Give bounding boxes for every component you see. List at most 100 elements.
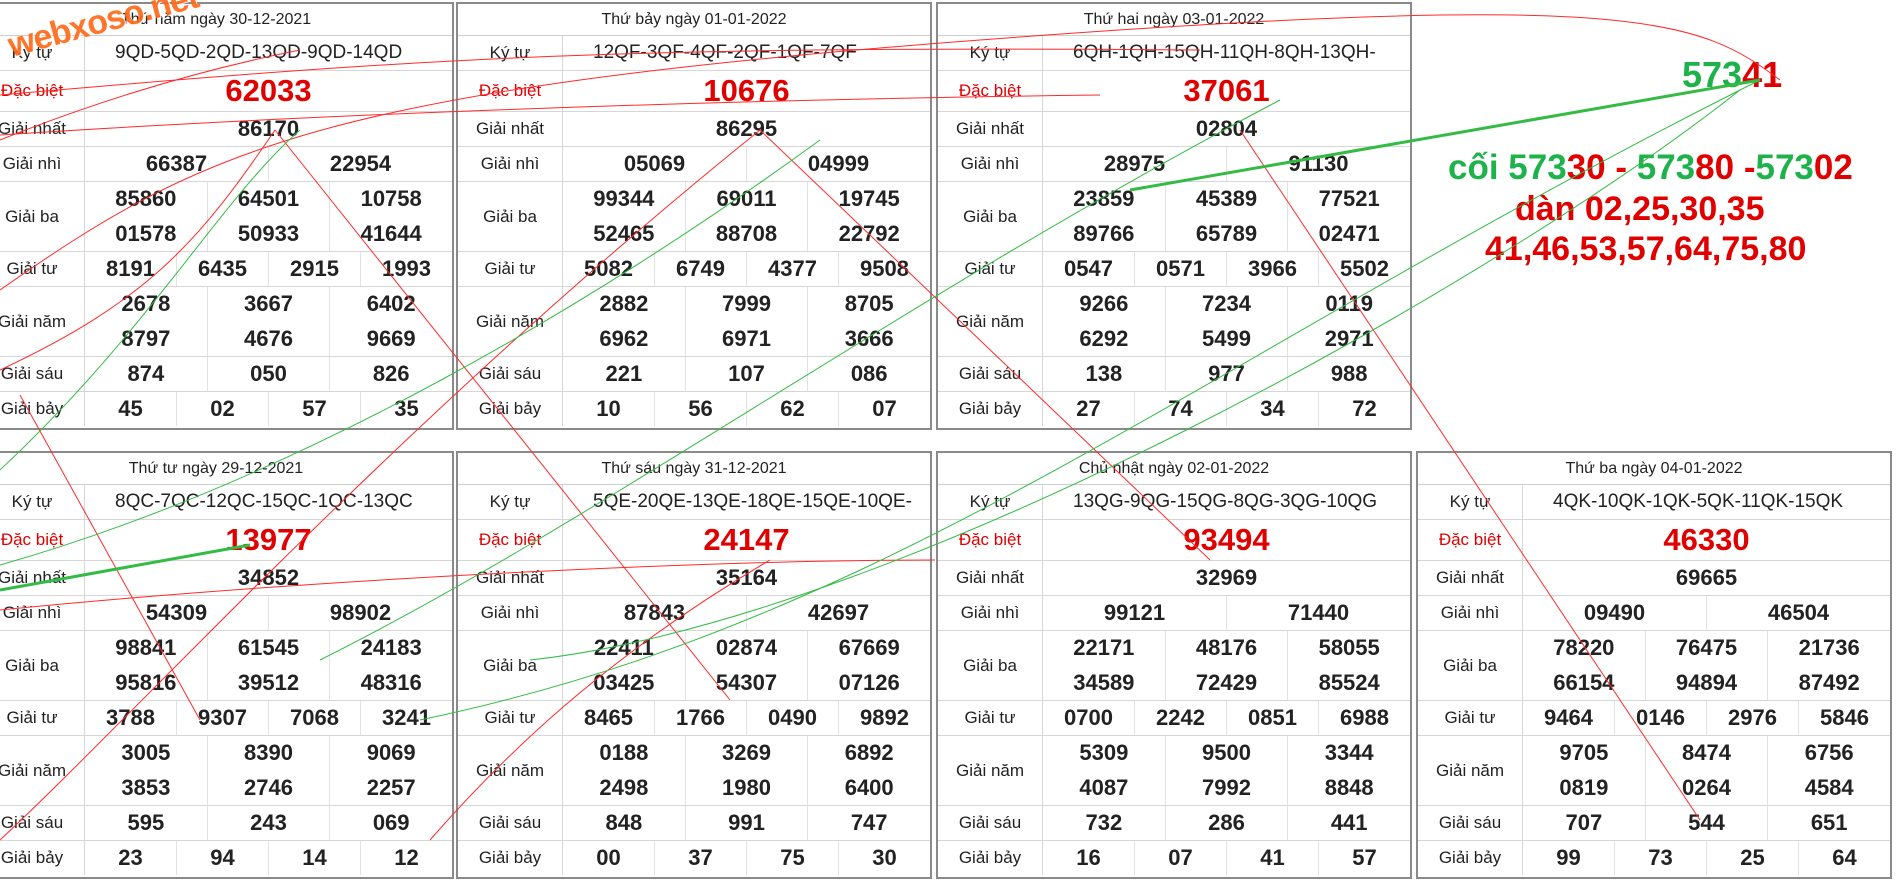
prize-number: 64 [1832, 845, 1857, 870]
prize-number: 441 [1288, 806, 1411, 840]
row-label-g1: Giải nhất [938, 112, 1043, 146]
prize-number: 48176 [1166, 631, 1289, 666]
prize-number: 6402 [366, 291, 416, 317]
prize-number: 5499 [1166, 321, 1289, 356]
row-g2: Giải nhì 99121 71440 [938, 596, 1410, 631]
prize-number: 595 [85, 806, 208, 840]
prize-number: 37 [655, 841, 747, 875]
row-label-g6: Giải sáu [0, 357, 85, 391]
prize-number: 0700 [1043, 701, 1135, 735]
row-g1: Giải nhất 86170 [0, 112, 452, 147]
prize-number: 99 [1523, 841, 1615, 875]
row-g5: Giải năm 9705 8474 6756 0819 0264 4584 [1418, 736, 1890, 806]
panel-date-title: Thứ ba ngày 04-01-2022 [1418, 453, 1890, 485]
row-g4: Giải tư 8465 1766 0490 9892 [458, 701, 930, 736]
prize-number: 4087 [1043, 770, 1166, 805]
row-g4: Giải tư 5082 6749 4377 9508 [458, 252, 930, 287]
ticket-code: 8QC-7QC-12QC-15QC-1QC-13QC [115, 491, 413, 512]
row-label-g4: Giải tư [1418, 701, 1523, 735]
row-g6: Giải sáu 595 243 069 [0, 806, 453, 841]
row-g3: Giải ba 85860 64501 10758 01578 50933 41644 [0, 182, 452, 252]
prize-number: 61545 [208, 631, 331, 666]
prize-number: 16 [1043, 841, 1135, 875]
prize-number: 14 [269, 841, 361, 875]
prize-number: 8848 [1324, 774, 1374, 800]
prize-number: 32969 [1195, 565, 1258, 590]
prize-number: 99344 [563, 182, 686, 217]
prize-number: 23859 [1043, 182, 1166, 217]
prize-number: 04999 [747, 147, 930, 181]
row-label-g3: Giải ba [0, 182, 85, 251]
prize-number: 41644 [360, 220, 422, 246]
row-g6: Giải sáu 138 977 988 [938, 357, 1411, 392]
prize-number: 069 [330, 806, 453, 840]
prize-number: 01578 [85, 216, 208, 251]
prize-number: 67669 [838, 635, 900, 661]
note-line-1-part: 573 [1636, 148, 1696, 187]
special-prize-number: 62033 [85, 71, 452, 111]
row-label-g2: Giải nhì [938, 596, 1043, 630]
prize-number: 45 [85, 392, 177, 426]
prize-number: 7992 [1166, 770, 1289, 805]
row-g3: Giải ba 78220 76475 21736 66154 94894 87492 [1418, 631, 1890, 701]
prize-number: 2498 [563, 770, 686, 805]
row-g3: Giải ba 22411 02874 67669 03425 54307 07126 [458, 631, 930, 701]
row-label-g2: Giải nhì [458, 147, 563, 181]
prize-number: 02804 [1195, 116, 1258, 141]
row-special: Đặc biệt 24147 [458, 520, 930, 561]
prize-number: 22954 [269, 147, 452, 181]
prize-number: 2976 [1707, 701, 1799, 735]
row-label-g7: Giải bảy [938, 392, 1043, 426]
row-label-code: Ký tự [458, 485, 563, 519]
panel-date-title: Chủ nhật ngày 02-01-2022 [938, 453, 1410, 485]
prize-number: 75 [747, 841, 839, 875]
row-label-g6: Giải sáu [0, 806, 85, 840]
prize-number: 138 [1043, 357, 1166, 391]
prize-number: 02471 [1318, 220, 1380, 246]
row-special: Đặc biệt 93494 [938, 520, 1410, 561]
row-label-g4: Giải tư [458, 701, 563, 735]
prize-number: 02 [177, 392, 269, 426]
note-line-1-parts: 57330 - 57380 -57302 [1508, 148, 1853, 187]
row-label-g5: Giải năm [458, 287, 563, 356]
prize-number: 54307 [686, 665, 809, 700]
prize-number: 86170 [237, 116, 300, 141]
row-special: Đặc biệt 10676 [458, 71, 930, 112]
note-line-1-part: - [1605, 148, 1637, 187]
row-label-code: Ký tự [0, 485, 85, 519]
prize-number: 7999 [686, 287, 809, 322]
row-g2: Giải nhì 28975 91130 [938, 147, 1410, 182]
prize-number: 9508 [839, 252, 930, 286]
panel-date-title: Thứ hai ngày 03-01-2022 [938, 4, 1410, 36]
prize-number: 3005 [85, 736, 208, 771]
row-g5: Giải năm 0188 3269 6892 2498 1980 6400 [458, 736, 930, 806]
row-g6: Giải sáu 221 107 086 [458, 357, 931, 392]
row-special: Đặc biệt 46330 [1418, 520, 1890, 561]
ticket-code: 4QK-10QK-1QK-5QK-11QK-15QK [1553, 491, 1844, 512]
note-line-3: 41,46,53,57,64,75,80 [1485, 230, 1807, 268]
note-line-1: cối 57330 - 57380 -57302 [1448, 148, 1853, 188]
row-g5: Giải năm 2882 7999 8705 6962 6971 3666 [458, 287, 930, 357]
prize-number: 6971 [686, 321, 809, 356]
note-line-1-part: 80 [1695, 148, 1735, 187]
prize-number: 0571 [1135, 252, 1227, 286]
row-g7: Giải bảy 99 73 25 64 [1418, 841, 1890, 875]
prize-number: 4676 [208, 321, 331, 356]
prize-number: 977 [1165, 357, 1289, 391]
prize-number: 0547 [1043, 252, 1135, 286]
row-g5: Giải năm 2678 3667 6402 8797 4676 9669 [0, 287, 452, 357]
row-label-g5: Giải năm [458, 736, 563, 805]
note-top-red: 41 [1742, 54, 1783, 95]
note-line-1-part: 573 [1508, 148, 1567, 187]
row-special: Đặc biệt 37061 [938, 71, 1410, 112]
prize-number: 99121 [1043, 596, 1227, 630]
prize-number: 05069 [563, 147, 747, 181]
prize-number: 19745 [838, 186, 900, 212]
prize-number: 46504 [1707, 596, 1890, 630]
prize-number: 57 [1352, 845, 1377, 870]
note-top-number: 57341 [1682, 54, 1782, 96]
prize-number: 69665 [1675, 565, 1738, 590]
row-label-g5: Giải năm [0, 287, 85, 356]
prize-number: 651 [1768, 806, 1891, 840]
row-g7: Giải bảy 16 07 41 57 [938, 841, 1410, 875]
